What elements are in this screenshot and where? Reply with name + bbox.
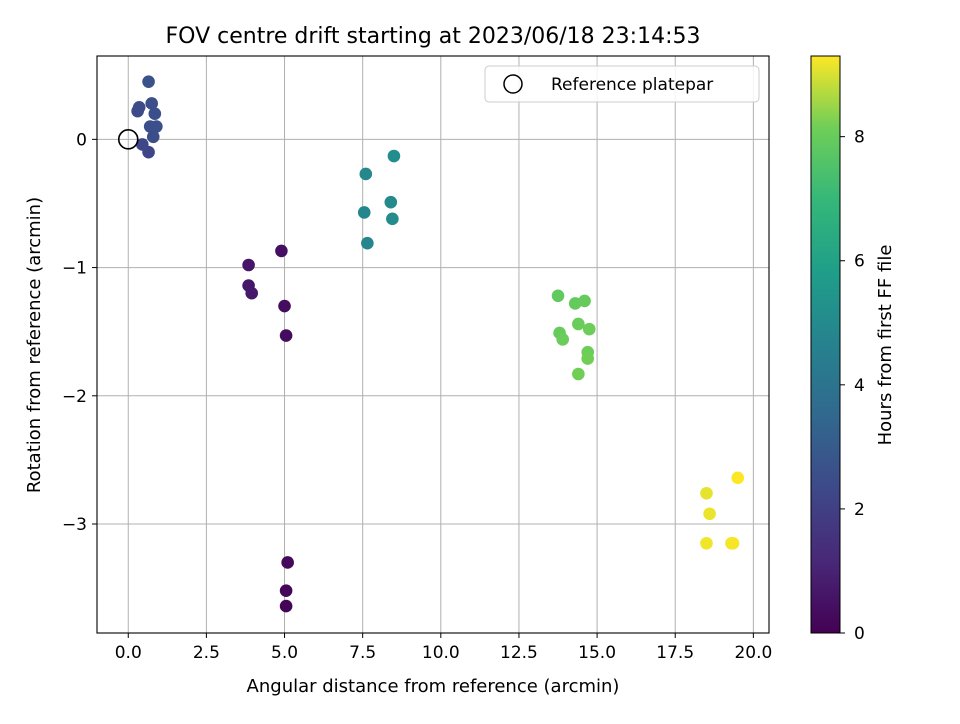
x-tick-label: 12.5 — [500, 643, 538, 663]
y-axis-label: Rotation from reference (arcmin) — [24, 197, 45, 493]
y-axis-ticks: 0 −1 −2 −3 — [62, 130, 97, 535]
x-axis-ticks: 0.0 2.5 5.0 7.5 10.0 12.5 15.0 17.5 20.0 — [115, 633, 772, 663]
data-point — [551, 289, 565, 303]
data-point — [275, 244, 288, 258]
data-point — [578, 294, 591, 308]
data-point — [279, 599, 293, 613]
data-points — [131, 75, 745, 613]
data-point — [726, 536, 740, 550]
data-point — [581, 352, 595, 365]
colorbar-tick-label: 8 — [854, 128, 865, 148]
data-point — [386, 212, 399, 226]
legend-box — [484, 65, 760, 103]
colorbar-tick-label: 4 — [854, 376, 865, 396]
x-tick-label: 10.0 — [422, 643, 460, 663]
reference-platepar-marker — [117, 129, 139, 150]
data-point — [556, 333, 570, 346]
data-point — [731, 471, 745, 485]
data-point — [281, 556, 294, 569]
y-tick-label: 0 — [76, 130, 87, 150]
colorbar-tick-label: 0 — [854, 624, 865, 644]
data-point — [572, 367, 585, 381]
data-point — [357, 206, 371, 219]
x-tick-label: 20.0 — [734, 643, 772, 663]
x-tick-label: 7.5 — [349, 643, 376, 663]
x-tick-label: 5.0 — [271, 643, 298, 663]
colorbar-tick-label: 6 — [854, 252, 865, 272]
legend-entry-reference: Reference platepar — [551, 75, 713, 95]
data-point — [582, 322, 596, 336]
data-point — [703, 507, 716, 521]
colorbar-label: Hours from first FF file — [875, 245, 896, 446]
data-point — [384, 195, 398, 209]
y-tick-label: −1 — [62, 259, 87, 279]
colorbar-ticks: 0 2 4 6 8 — [840, 128, 865, 644]
y-tick-label: −2 — [62, 387, 87, 407]
data-point — [700, 536, 713, 550]
data-point — [387, 149, 401, 163]
data-point — [132, 100, 146, 114]
legend: Reference platepar — [484, 65, 760, 103]
data-point — [279, 329, 293, 342]
data-point — [572, 317, 585, 331]
data-point — [145, 97, 158, 110]
data-point — [279, 584, 293, 597]
data-point — [278, 299, 291, 313]
plot-frame — [96, 55, 770, 634]
x-tick-label: 17.5 — [656, 643, 694, 663]
legend-marker-icon — [503, 74, 523, 94]
data-point — [361, 236, 374, 250]
x-tick-label: 2.5 — [193, 643, 220, 663]
x-axis-label: Angular distance from reference (arcmin) — [247, 676, 620, 697]
colorbar: 0 2 4 6 8 Hours from first FF file — [810, 55, 896, 644]
reference-marker-layer — [117, 129, 139, 150]
data-point — [148, 107, 162, 120]
data-point — [136, 138, 149, 151]
x-tick-label: 15.0 — [578, 643, 616, 663]
y-tick-label: −3 — [62, 515, 87, 535]
data-point — [150, 120, 163, 133]
colorbar-tick-label: 2 — [854, 500, 865, 520]
data-point — [245, 286, 259, 300]
data-point — [146, 130, 160, 144]
grid-lines — [97, 56, 769, 633]
colorbar-gradient — [810, 55, 841, 634]
x-tick-label: 0.0 — [115, 643, 142, 663]
data-point — [142, 75, 155, 88]
data-point — [242, 258, 255, 272]
data-point — [359, 167, 373, 181]
chart-title: FOV centre drift starting at 2023/06/18 … — [166, 24, 701, 49]
data-point — [700, 486, 713, 500]
